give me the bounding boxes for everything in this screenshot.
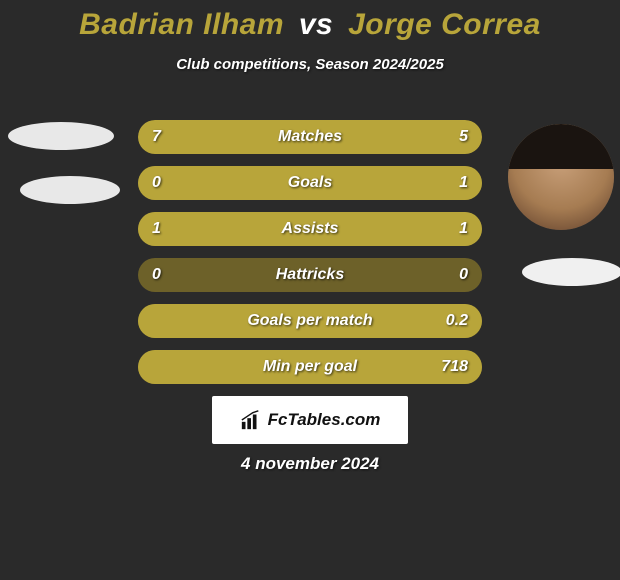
stat-row: 01Goals [138, 166, 482, 200]
stat-label: Hattricks [138, 266, 482, 284]
player1-club-ellipse [20, 176, 120, 204]
stat-row: 00Hattricks [138, 258, 482, 292]
player2-name: Jorge Correa [348, 8, 541, 41]
brand-logo[interactable]: FcTables.com [212, 396, 408, 444]
player2-avatar [508, 124, 614, 230]
stat-label: Assists [138, 220, 482, 238]
page-title: Badrian Ilham vs Jorge Correa [0, 0, 620, 42]
player2-flag-ellipse [522, 258, 620, 286]
stat-label: Goals per match [138, 312, 482, 330]
player1-flag-ellipse [8, 122, 114, 150]
stat-label: Matches [138, 128, 482, 146]
stat-row: 75Matches [138, 120, 482, 154]
stats-list: 75Matches 01Goals 11Assists 00Hattricks 0.2G… [138, 120, 482, 396]
avatar-hair [508, 124, 614, 169]
avatar-face [508, 124, 614, 230]
player1-name: Badrian Ilham [79, 8, 284, 41]
stat-row: 0.2Goals per match [138, 304, 482, 338]
date-label: 4 november 2024 [0, 454, 620, 474]
stat-row: 11Assists [138, 212, 482, 246]
brand-text: FcTables.com [268, 410, 381, 430]
stat-row: 718Min per goal [138, 350, 482, 384]
comparison-card: Badrian Ilham vs Jorge Correa Club compe… [0, 0, 620, 580]
stat-label: Goals [138, 174, 482, 192]
bars-icon [240, 409, 262, 431]
subtitle: Club competitions, Season 2024/2025 [0, 56, 620, 73]
vs-label: vs [299, 8, 333, 41]
stat-label: Min per goal [138, 358, 482, 376]
